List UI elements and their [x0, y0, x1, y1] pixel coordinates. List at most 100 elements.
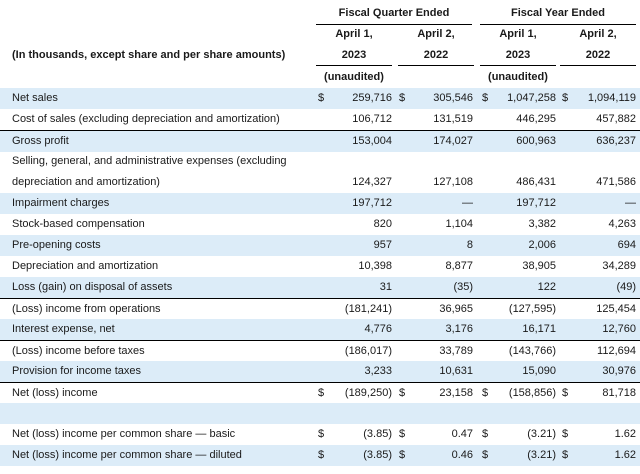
- cell-value: (3.85): [363, 428, 392, 440]
- row-label: Net sales: [12, 92, 58, 104]
- cell-value: 8,877: [445, 260, 473, 272]
- dollar-sign: $: [562, 92, 569, 104]
- cell-value: (35): [453, 281, 473, 293]
- cell-value: 600,963: [516, 135, 556, 147]
- row-label: Stock-based compensation: [12, 218, 145, 230]
- cell-value: 486,431: [516, 176, 556, 188]
- cell-value: 10,398: [358, 260, 392, 272]
- col-2-year: 2022: [398, 48, 474, 66]
- cell-value: 127,108: [433, 176, 473, 188]
- cell-value: 174,027: [433, 135, 473, 147]
- cell-value: 125,454: [596, 303, 636, 315]
- dollar-sign: $: [318, 428, 325, 440]
- cell-value: 8: [466, 239, 473, 251]
- cell-value: 259,716: [352, 92, 392, 104]
- cell-value: 2,006: [528, 239, 556, 251]
- cell-value: —: [462, 197, 473, 209]
- col-3-date: April 1,: [499, 28, 537, 40]
- cell-value: (3.21): [527, 449, 556, 461]
- cell-value: 1,094,119: [587, 92, 636, 104]
- table-row: Net (loss) income per common share — bas…: [0, 424, 640, 445]
- col-4-year: 2022: [560, 48, 636, 66]
- cell-value: 16,171: [522, 323, 556, 335]
- dollar-sign: $: [399, 428, 406, 440]
- col-3-unaudited-note: (unaudited): [488, 71, 548, 83]
- table-row: (Loss) income before taxes (186,017) 33,78…: [0, 340, 640, 362]
- dollar-sign: $: [482, 428, 489, 440]
- cell-value: 446,295: [516, 113, 556, 125]
- table-row: Depreciation and amortization 10,398 8,877…: [0, 256, 640, 277]
- dollar-sign: $: [562, 387, 569, 399]
- cell-value: (143,766): [508, 345, 556, 357]
- cell-value: 10,631: [439, 365, 473, 377]
- fiscal-quarter-ended-header: Fiscal Quarter Ended: [316, 6, 472, 25]
- dollar-sign: $: [318, 92, 325, 104]
- row-label: Net (loss) income per common share — dil…: [12, 449, 242, 461]
- dollar-sign: $: [482, 387, 489, 399]
- col-2-date: April 2,: [417, 28, 455, 40]
- dollar-sign: $: [482, 92, 489, 104]
- dollar-sign: $: [399, 387, 406, 399]
- table-row: Loss (gain) on disposal of assets 31 (35) 1…: [0, 277, 640, 298]
- cell-value: 0.47: [451, 428, 473, 440]
- cell-value: 694: [617, 239, 636, 251]
- cell-value: 36,965: [439, 303, 473, 315]
- table-row: Provision for income taxes 3,233 10,631 15,…: [0, 361, 640, 382]
- row-label: Net (loss) income: [12, 387, 98, 399]
- cell-value: 0.46: [451, 449, 473, 461]
- col-1-year: 2023: [316, 48, 392, 66]
- dollar-sign: $: [399, 449, 406, 461]
- cell-value: 15,090: [522, 365, 556, 377]
- dollar-sign: $: [562, 449, 569, 461]
- row-label: Impairment charges: [12, 197, 110, 209]
- cell-value: —: [625, 197, 636, 209]
- cell-value: (181,241): [344, 303, 392, 315]
- cell-value: 457,882: [596, 113, 636, 125]
- table-row: Gross profit 153,004 174,027 600,963 636,237: [0, 130, 640, 152]
- cell-value: 12,760: [602, 323, 636, 335]
- dollar-sign: $: [318, 387, 325, 399]
- col-1-unaudited-note: (unaudited): [324, 71, 384, 83]
- table-row: Interest expense, net 4,776 3,176 16,171 12,…: [0, 319, 640, 340]
- cell-value: 106,712: [352, 113, 392, 125]
- cell-value: 131,519: [433, 113, 473, 125]
- cell-value: 957: [373, 239, 392, 251]
- dollar-sign: $: [562, 428, 569, 440]
- cell-value: (189,250): [344, 387, 392, 399]
- dollar-sign: $: [482, 449, 489, 461]
- table-row: Impairment charges 197,712 — 197,712 —: [0, 193, 640, 214]
- cell-value: 122: [537, 281, 556, 293]
- dollar-sign: $: [399, 92, 406, 104]
- cell-value: 31: [379, 281, 392, 293]
- cell-value: 636,237: [596, 135, 636, 147]
- col-4-date: April 2,: [579, 28, 617, 40]
- row-label: Interest expense, net: [12, 323, 115, 335]
- cell-value: 23,158: [439, 387, 473, 399]
- cell-value: 124,327: [352, 176, 392, 188]
- table-row: Stock-based compensation 820 1,104 3,382 4,2…: [0, 214, 640, 235]
- row-label: (Loss) income from operations: [12, 303, 161, 315]
- cell-value: (127,595): [508, 303, 556, 315]
- cell-value: (186,017): [344, 345, 392, 357]
- cell-value: 4,776: [364, 323, 392, 335]
- cell-value: 305,546: [433, 92, 473, 104]
- cell-value: 1.62: [614, 449, 636, 461]
- row-label: Gross profit: [12, 135, 69, 147]
- cell-value: 33,789: [439, 345, 473, 357]
- table-row: Net sales 259,716 305,546 1,047,258 1,094,11…: [0, 88, 640, 109]
- table-row: Pre-opening costs 957 8 2,006 694: [0, 235, 640, 256]
- row-label-continued: depreciation and amortization): [12, 176, 160, 188]
- cell-value: 197,712: [352, 197, 392, 209]
- table-row: (Loss) income from operations (181,241) 36…: [0, 298, 640, 320]
- row-label: Net (loss) income per common share — bas…: [12, 428, 236, 440]
- cell-value: 197,712: [516, 197, 556, 209]
- cell-value: (49): [616, 281, 636, 293]
- cell-value: 38,905: [522, 260, 556, 272]
- col-3-year: 2023: [480, 48, 556, 66]
- cell-value: (3.21): [527, 428, 556, 440]
- row-label: (Loss) income before taxes: [12, 345, 145, 357]
- row-label: Cost of sales (excluding depreciation an…: [12, 113, 280, 125]
- table-row: Net (loss) income per common share — dil…: [0, 445, 640, 466]
- cell-value: 81,718: [602, 387, 636, 399]
